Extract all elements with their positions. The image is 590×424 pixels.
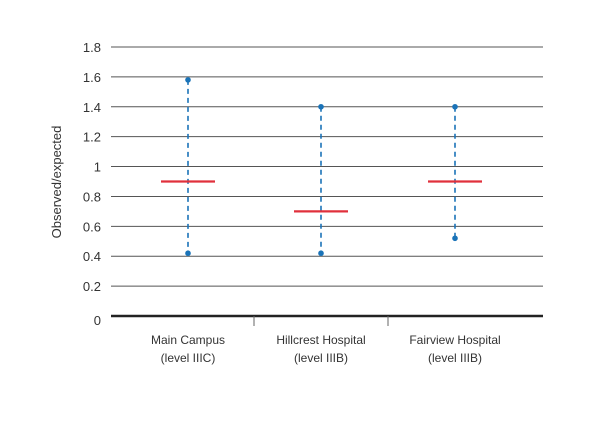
category-label-line1: Main Campus [151, 333, 225, 347]
y-tick-label: 0.2 [83, 279, 101, 294]
y-tick-label: 1.2 [83, 130, 101, 145]
point-estimates [161, 180, 482, 213]
y-tick-label: 1.4 [83, 100, 101, 115]
y-tick-label: 0 [94, 313, 101, 328]
y-tick-labels: 0 0.2 0.4 0.6 0.8 1 1.2 1.4 1.6 1.8 [83, 40, 101, 328]
category-label-line1: Fairview Hospital [409, 333, 500, 347]
category-label-line2: (level IIIB) [428, 351, 482, 365]
confidence-intervals [185, 77, 458, 257]
y-tick-label: 1.6 [83, 70, 101, 85]
lower-bound-point [318, 250, 324, 257]
category-label-line2: (level IIIB) [294, 351, 348, 365]
y-tick-label: 1 [94, 160, 101, 175]
lower-bound-point [185, 250, 191, 257]
upper-bound-point [185, 77, 191, 83]
upper-bound-point [452, 103, 458, 110]
lower-bound-point [452, 235, 458, 242]
category-labels: Main Campus (level IIIC) Hillcrest Hospita… [151, 333, 501, 365]
x-axis [111, 314, 543, 326]
category-label-line2: (level IIIC) [161, 351, 216, 365]
y-tick-label: 1.8 [83, 40, 101, 55]
y-tick-label: 0.4 [83, 249, 101, 264]
category-label-line1: Hillcrest Hospital [276, 333, 365, 347]
upper-bound-point [318, 103, 324, 110]
gridlines [111, 46, 543, 287]
y-tick-label: 0.6 [83, 219, 101, 234]
y-axis-title: Observed/expected [49, 126, 64, 239]
y-tick-label: 0.8 [83, 189, 101, 204]
